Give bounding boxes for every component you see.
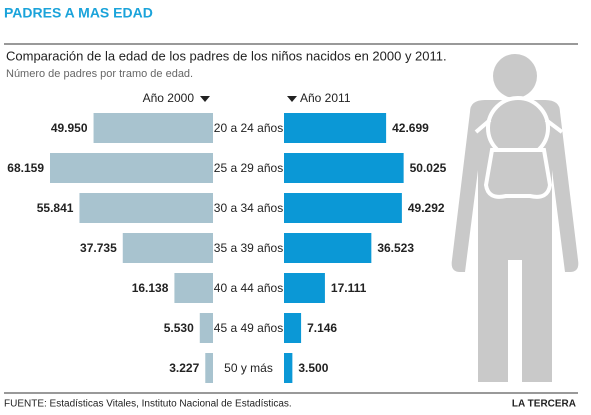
note: Número de padres por tramo de edad.: [6, 68, 193, 80]
value-label: 50.025: [410, 161, 447, 175]
bar: [93, 113, 213, 143]
value-label: 49.292: [408, 201, 445, 215]
value-label: 17.111: [331, 281, 367, 295]
value-label: 5.530: [164, 321, 194, 335]
bar: [284, 273, 325, 303]
category-label: 25 a 29 años: [214, 161, 283, 175]
category-label: 45 a 49 años: [214, 321, 283, 335]
bar: [205, 353, 213, 383]
credit: LA TERCERA: [512, 399, 576, 410]
bar: [284, 233, 372, 263]
value-label: 42.699: [392, 121, 429, 135]
category-label: 40 a 44 años: [214, 281, 283, 295]
bar: [284, 353, 293, 383]
bar: [284, 313, 302, 343]
bar: [284, 153, 404, 183]
value-label: 3.227: [169, 361, 199, 375]
subtitle: Comparación de la edad de los padres de …: [6, 48, 447, 63]
bar: [79, 193, 213, 223]
value-label: 49.950: [51, 121, 88, 135]
category-label: 50 y más: [224, 361, 273, 375]
chart-title: PADRES A MAS EDAD: [4, 5, 153, 21]
bar: [284, 193, 402, 223]
legend-label: Año 2000: [143, 91, 195, 105]
legend-label: Año 2011: [300, 91, 351, 105]
value-label: 55.841: [37, 201, 74, 215]
sort-arrow: [287, 96, 297, 102]
bar: [174, 273, 213, 303]
category-label: 35 a 39 años: [214, 241, 283, 255]
bar: [284, 113, 387, 143]
value-label: 36.523: [377, 241, 414, 255]
value-label: 7.146: [307, 321, 337, 335]
baby-icon: [474, 96, 564, 199]
source: FUENTE: Estadísticas Vitales, Instituto …: [4, 399, 292, 410]
sort-arrow: [200, 96, 210, 102]
category-label: 20 a 24 años: [214, 121, 283, 135]
value-label: 16.138: [132, 281, 169, 295]
value-label: 68.159: [7, 161, 44, 175]
category-label: 30 a 34 años: [214, 201, 283, 215]
bar: [122, 233, 213, 263]
value-label: 37.735: [80, 241, 117, 255]
bar: [50, 153, 213, 183]
value-label: 3.500: [298, 361, 328, 375]
bar: [199, 313, 213, 343]
